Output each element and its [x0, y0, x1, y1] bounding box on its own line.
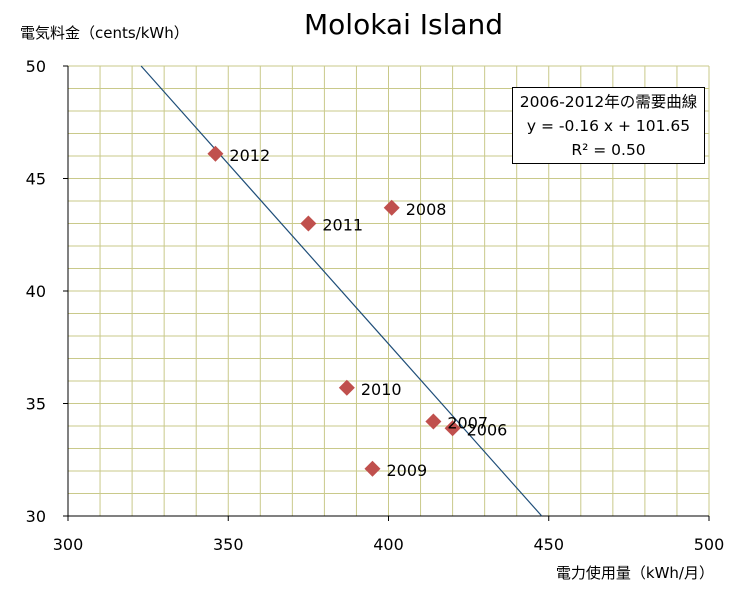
data-point-label: 2006 [467, 420, 508, 439]
data-point-label: 2012 [229, 146, 270, 165]
x-tick-label: 500 [694, 535, 725, 554]
data-point-marker [383, 199, 400, 216]
data-point-marker [425, 413, 442, 430]
y-axis-label: 電気料金（cents/kWh） [20, 24, 189, 42]
data-point-marker [300, 215, 317, 232]
x-tick-label: 350 [213, 535, 244, 554]
chart-title: Molokai Island [304, 8, 504, 41]
y-tick-label: 35 [26, 395, 46, 414]
data-point-label: 2009 [386, 461, 427, 480]
data-point-marker [364, 460, 381, 477]
y-tick-label: 30 [26, 507, 46, 526]
trendline-equation-box: 2006-2012年の需要曲線 y = -0.16 x + 101.65 R² … [512, 87, 705, 164]
data-point-marker [207, 145, 224, 162]
data-point-label: 2011 [322, 216, 363, 235]
x-tick-label: 450 [533, 535, 564, 554]
equation-caption: 2006-2012年の需要曲線 [519, 93, 698, 111]
equation-formula: y = -0.16 x + 101.65 [526, 117, 691, 135]
x-tick-label: 300 [53, 535, 84, 554]
data-point-label: 2007 [447, 414, 488, 433]
y-tick-label: 50 [26, 57, 46, 76]
y-tick-label: 45 [26, 170, 46, 189]
equation-r-squared: R² = 0.50 [571, 141, 646, 159]
x-tick-label: 400 [373, 535, 404, 554]
data-point-marker [444, 420, 461, 437]
y-tick-label: 40 [26, 282, 46, 301]
data-point-label: 2008 [406, 200, 447, 219]
data-point-marker [338, 379, 355, 396]
data-point-label: 2010 [361, 380, 402, 399]
trendline [140, 65, 543, 517]
x-axis-label: 電力使用量（kWh/月） [555, 564, 714, 582]
